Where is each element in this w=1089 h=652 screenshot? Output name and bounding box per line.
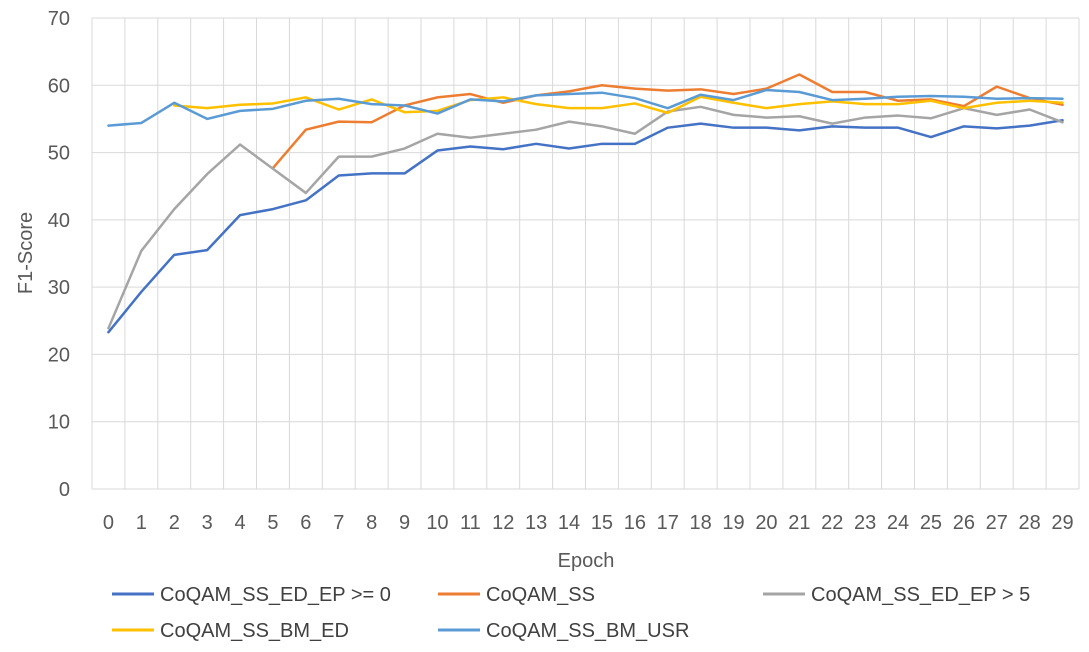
legend-label: CoQAM_SS_BM_USR	[486, 620, 689, 642]
x-tick-label: 4	[234, 512, 245, 534]
x-tick-label: 13	[525, 512, 547, 534]
x-tick-label: 14	[558, 512, 580, 534]
series-line-0	[107, 119, 1064, 334]
legend-label: CoQAM_SS	[486, 584, 595, 606]
x-tick-label: 19	[722, 512, 744, 534]
y-tick-label: 50	[48, 143, 70, 165]
y-tick-label: 0	[59, 479, 70, 501]
legend-label: CoQAM_SS_ED_EP >= 0	[160, 584, 391, 606]
y-tick-label: 20	[48, 344, 70, 366]
x-tick-label: 6	[300, 512, 311, 534]
x-tick-label: 25	[920, 512, 942, 534]
x-tick-label: 15	[591, 512, 613, 534]
x-gridlines	[91, 18, 1080, 489]
x-tick-label: 11	[460, 512, 481, 534]
x-tick-label: 2	[169, 512, 180, 534]
y-tick-label: 60	[48, 75, 70, 97]
x-tick-label: 28	[1019, 512, 1041, 534]
x-tick-label: 9	[399, 512, 410, 534]
legend-label: CoQAM_SS_ED_EP > 5	[811, 584, 1030, 606]
x-tick-label: 3	[202, 512, 213, 534]
x-tick-label: 26	[953, 512, 975, 534]
series-line-1	[271, 73, 1064, 170]
x-tick-label: 20	[755, 512, 777, 534]
series-lines	[107, 73, 1064, 334]
x-tick-label: 27	[986, 512, 1008, 534]
x-tick-label: 5	[267, 512, 278, 534]
x-tick-label: 1	[136, 512, 147, 534]
x-tick-label: 24	[887, 512, 909, 534]
x-tick-label: 17	[657, 512, 679, 534]
legend-label: CoQAM_SS_BM_ED	[160, 620, 349, 642]
x-tick-labels: 0 1 2 3 4 5 6 7 8 9 10 11 12 13 14 15 16 17 18 19 20 21 22 23 24…	[103, 512, 1074, 534]
y-tick-label: 40	[48, 210, 70, 232]
series-line-2	[107, 105, 1064, 330]
x-tick-label: 23	[854, 512, 876, 534]
series-line-4	[107, 88, 1064, 127]
x-tick-label: 16	[624, 512, 646, 534]
x-tick-label: 29	[1051, 512, 1073, 534]
x-tick-label: 22	[821, 512, 843, 534]
y-tick-label: 30	[48, 277, 70, 299]
x-tick-label: 18	[690, 512, 712, 534]
y-tick-label: 70	[48, 8, 70, 30]
y-tick-label: 10	[48, 412, 70, 434]
x-tick-label: 21	[788, 512, 810, 534]
x-axis-title: Epoch	[558, 550, 615, 572]
legend: CoQAM_SS_ED_EP >= 0 CoQAM_SS CoQAM_SS_ED_E…	[112, 584, 1030, 642]
y-tick-labels: 0 10 20 30 40 50 60 70	[48, 8, 70, 501]
x-tick-label: 7	[333, 512, 344, 534]
x-tick-label: 10	[426, 512, 448, 534]
x-tick-label: 8	[366, 512, 377, 534]
y-axis-title: F1-Score	[15, 212, 37, 294]
x-tick-label: 0	[103, 512, 114, 534]
x-tick-label: 12	[492, 512, 514, 534]
series-line-3	[173, 95, 1064, 115]
